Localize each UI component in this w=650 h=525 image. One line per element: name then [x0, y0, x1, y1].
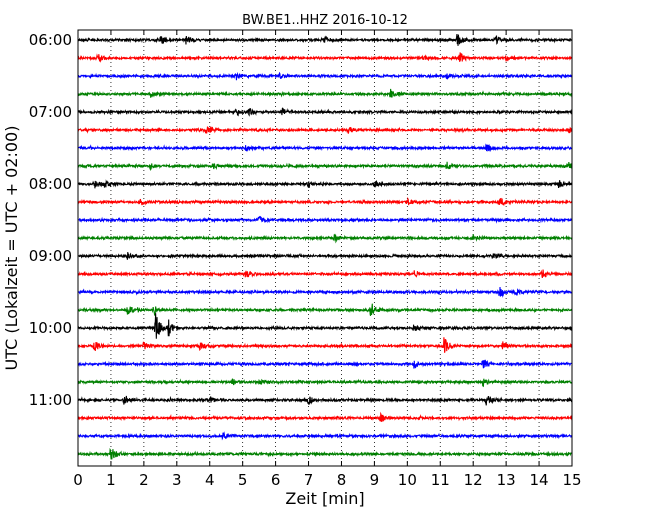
- x-tick-label: 15: [562, 471, 581, 489]
- seismic-trace-1115: [77, 411, 573, 422]
- y-tick-layer: 06:00 07:00 08:00 09:00 10:00 11:00: [29, 31, 572, 409]
- seismic-trace-0715: [77, 125, 573, 134]
- seismic-trace-1000: [77, 313, 573, 339]
- x-tick-label: 13: [497, 471, 516, 489]
- x-tick-label: 1: [106, 471, 116, 489]
- seismic-trace-1015: [77, 337, 573, 353]
- seismic-trace-0845: [77, 233, 573, 244]
- seismic-trace-0645: [77, 88, 573, 98]
- seismic-trace-0945: [77, 303, 573, 317]
- x-tick-label: 10: [398, 471, 417, 489]
- x-axis-label: Zeit [min]: [285, 489, 364, 508]
- y-tick-label: 07:00: [29, 103, 72, 121]
- seismic-trace-1045: [77, 378, 573, 388]
- x-tick-label: 6: [271, 471, 281, 489]
- seismic-trace-1130: [77, 431, 573, 441]
- y-tick-label: 06:00: [29, 31, 72, 49]
- seismic-trace-1100: [77, 395, 573, 406]
- y-tick-label: 11:00: [29, 391, 72, 409]
- chart-title: BW.BE1..HHZ 2016-10-12: [242, 13, 408, 28]
- seismic-trace-0815: [77, 196, 573, 206]
- x-tick-label: 5: [238, 471, 248, 489]
- seismic-trace-0900: [77, 252, 573, 260]
- seismic-trace-0730: [77, 143, 573, 153]
- x-tick-label: 8: [337, 471, 347, 489]
- x-tick-label: 3: [172, 471, 182, 489]
- seismic-trace-0745: [77, 161, 573, 172]
- trace-layer: [77, 34, 573, 460]
- y-axis-label: UTC (Lokalzeit = UTC + 02:00): [2, 126, 21, 371]
- x-tick-layer: 0 1 2 3 4 5 6 7 8 9 10 11 12 13 14 15: [73, 30, 582, 489]
- x-tick-label: 9: [370, 471, 380, 489]
- x-tick-label: 11: [431, 471, 450, 489]
- seismic-trace-0830: [77, 215, 573, 224]
- seismic-trace-0615: [77, 52, 573, 63]
- x-tick-label: 0: [73, 471, 83, 489]
- seismic-trace-1030: [77, 359, 573, 369]
- seismic-trace-0930: [77, 287, 573, 298]
- x-tick-label: 14: [530, 471, 549, 489]
- seismic-trace-0700: [77, 107, 573, 117]
- seismic-trace-0915: [77, 269, 573, 279]
- seismic-trace-0630: [77, 71, 573, 81]
- seismic-trace-1145: [77, 447, 573, 460]
- y-tick-label: 10:00: [29, 319, 72, 337]
- seismic-trace-0800: [77, 179, 573, 189]
- x-tick-label: 2: [139, 471, 149, 489]
- y-tick-label: 08:00: [29, 175, 72, 193]
- x-tick-label: 4: [205, 471, 215, 489]
- plot-frame: [77, 29, 573, 467]
- y-tick-label: 09:00: [29, 247, 72, 265]
- grid-layer: [110, 30, 540, 466]
- x-tick-label: 12: [464, 471, 483, 489]
- seismic-trace-0600: [77, 34, 573, 46]
- x-tick-label: 7: [304, 471, 314, 489]
